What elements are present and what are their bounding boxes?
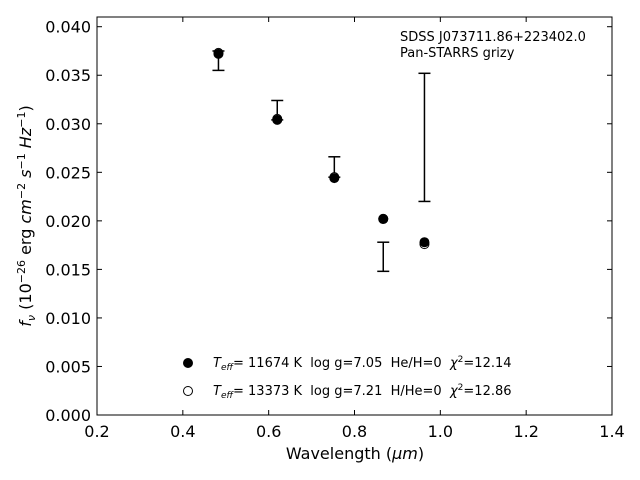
x-tick-label: 0.8 [342, 422, 367, 441]
y-tick-label: 0.030 [45, 115, 91, 134]
y-tick-label: 0.040 [45, 18, 91, 37]
y-tick-label: 0.005 [45, 357, 91, 376]
legend-marker-filled [183, 358, 193, 368]
legend-marker-open [183, 386, 193, 396]
legend: Teff= 11674 K log g=7.05 He/H=0 χ2=12.14… [183, 355, 512, 401]
model-point-filled [329, 173, 340, 184]
x-tick-label: 0.4 [170, 422, 195, 441]
y-tick-label: 0.000 [45, 406, 91, 425]
x-axis-label: Wavelength (μm) [286, 444, 424, 463]
annotation-survey-name: Pan-STARRS grizy [400, 46, 515, 61]
model-point-filled [213, 48, 224, 59]
y-tick-label: 0.020 [45, 212, 91, 231]
annotation-object-name: SDSS J073711.86+223402.0 [400, 30, 586, 45]
model-point-filled [419, 237, 430, 248]
y-axis-label: fν (10−26 erg cm−2 s−1 Hz−1) [15, 105, 38, 326]
x-tick-label: 0.2 [84, 422, 109, 441]
x-tick-label: 1.0 [428, 422, 453, 441]
y-tick-label: 0.035 [45, 66, 91, 85]
y-tick-label: 0.025 [45, 163, 91, 182]
y-tick-label: 0.015 [45, 260, 91, 279]
y-axis-ticks: 0.000 0.005 0.010 0.015 0.020 0.025 0.030 0.035… [45, 18, 612, 425]
legend-entry-2: Teff= 13373 K log g=7.21 H/He=0 χ2=12.86 [213, 383, 512, 401]
x-axis-ticks: 0.2 0.4 0.6 0.8 1.0 1.2 1.4 [84, 17, 625, 441]
x-tick-label: 0.6 [256, 422, 281, 441]
model-point-filled [378, 213, 389, 224]
observed-error-bars [212, 50, 431, 273]
x-tick-label: 1.2 [513, 422, 538, 441]
legend-entry-1: Teff= 11674 K log g=7.05 He/H=0 χ2=12.14 [213, 355, 512, 373]
model-point-filled [272, 114, 283, 125]
model-points [213, 47, 430, 250]
x-tick-label: 1.4 [599, 422, 624, 441]
y-tick-label: 0.010 [45, 309, 91, 328]
